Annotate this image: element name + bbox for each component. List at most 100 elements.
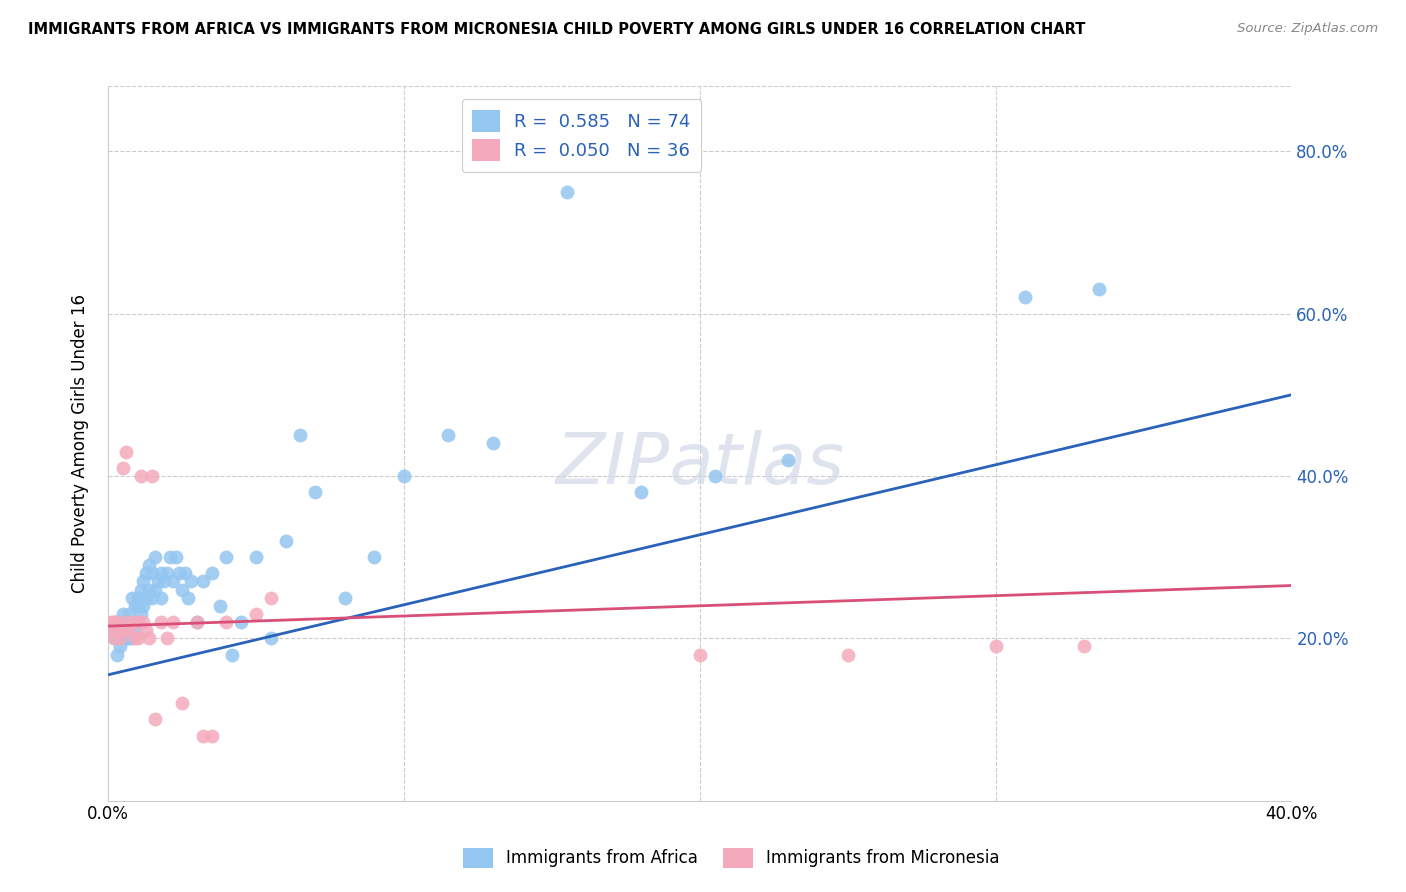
- Point: [132, 615, 155, 629]
- Point: [177, 591, 200, 605]
- Point: [180, 574, 202, 589]
- Point: [103, 615, 125, 629]
- Point: [215, 550, 238, 565]
- Point: [245, 607, 267, 621]
- Point: [105, 615, 128, 629]
- Point: [114, 615, 136, 629]
- Point: [1014, 290, 1036, 304]
- Point: [124, 599, 146, 613]
- Point: [984, 640, 1007, 654]
- Point: [108, 632, 131, 646]
- Point: [191, 729, 214, 743]
- Point: [170, 582, 193, 597]
- Point: [118, 623, 141, 637]
- Point: [114, 615, 136, 629]
- Point: [127, 632, 149, 646]
- Point: [555, 185, 578, 199]
- Point: [129, 469, 152, 483]
- Point: [121, 615, 143, 629]
- Point: [245, 550, 267, 565]
- Point: [105, 615, 128, 629]
- Point: [333, 591, 356, 605]
- Point: [162, 615, 184, 629]
- Point: [132, 574, 155, 589]
- Y-axis label: Child Poverty Among Girls Under 16: Child Poverty Among Girls Under 16: [72, 294, 89, 593]
- Text: Source: ZipAtlas.com: Source: ZipAtlas.com: [1237, 22, 1378, 36]
- Point: [156, 632, 179, 646]
- Point: [114, 632, 136, 646]
- Point: [103, 632, 125, 646]
- Point: [141, 591, 163, 605]
- Point: [689, 648, 711, 662]
- Point: [114, 623, 136, 637]
- Point: [135, 591, 157, 605]
- Point: [186, 615, 208, 629]
- Point: [111, 460, 134, 475]
- Point: [260, 632, 283, 646]
- Point: [143, 582, 166, 597]
- Point: [150, 591, 173, 605]
- Text: ZIPatlas: ZIPatlas: [555, 431, 844, 500]
- Point: [138, 632, 160, 646]
- Point: [103, 615, 125, 629]
- Point: [170, 696, 193, 710]
- Point: [111, 615, 134, 629]
- Point: [290, 428, 312, 442]
- Point: [108, 632, 131, 646]
- Point: [111, 607, 134, 621]
- Point: [215, 615, 238, 629]
- Legend: R =  0.585   N = 74, R =  0.050   N = 36: R = 0.585 N = 74, R = 0.050 N = 36: [461, 99, 702, 172]
- Point: [231, 615, 253, 629]
- Point: [127, 599, 149, 613]
- Point: [141, 469, 163, 483]
- Point: [138, 582, 160, 597]
- Point: [108, 615, 131, 629]
- Point: [124, 632, 146, 646]
- Point: [105, 623, 128, 637]
- Point: [153, 574, 176, 589]
- Point: [138, 558, 160, 573]
- Point: [150, 566, 173, 581]
- Point: [191, 574, 214, 589]
- Point: [363, 550, 385, 565]
- Point: [121, 615, 143, 629]
- Point: [143, 550, 166, 565]
- Point: [108, 640, 131, 654]
- Point: [200, 566, 222, 581]
- Point: [143, 713, 166, 727]
- Point: [159, 550, 181, 565]
- Point: [103, 632, 125, 646]
- Point: [121, 632, 143, 646]
- Point: [118, 607, 141, 621]
- Point: [186, 615, 208, 629]
- Point: [162, 574, 184, 589]
- Point: [127, 591, 149, 605]
- Point: [111, 623, 134, 637]
- Point: [141, 566, 163, 581]
- Point: [156, 566, 179, 581]
- Point: [148, 574, 170, 589]
- Point: [100, 623, 122, 637]
- Point: [481, 436, 503, 450]
- Point: [200, 729, 222, 743]
- Point: [127, 615, 149, 629]
- Point: [150, 615, 173, 629]
- Point: [703, 469, 725, 483]
- Point: [1088, 282, 1111, 296]
- Point: [304, 485, 326, 500]
- Point: [121, 591, 143, 605]
- Point: [124, 623, 146, 637]
- Point: [837, 648, 859, 662]
- Legend: Immigrants from Africa, Immigrants from Micronesia: Immigrants from Africa, Immigrants from …: [456, 841, 1007, 875]
- Point: [135, 623, 157, 637]
- Point: [105, 648, 128, 662]
- Point: [111, 623, 134, 637]
- Point: [630, 485, 652, 500]
- Point: [100, 615, 122, 629]
- Text: IMMIGRANTS FROM AFRICA VS IMMIGRANTS FROM MICRONESIA CHILD POVERTY AMONG GIRLS U: IMMIGRANTS FROM AFRICA VS IMMIGRANTS FRO…: [28, 22, 1085, 37]
- Point: [221, 648, 243, 662]
- Point: [127, 615, 149, 629]
- Point: [260, 591, 283, 605]
- Point: [129, 607, 152, 621]
- Point: [100, 623, 122, 637]
